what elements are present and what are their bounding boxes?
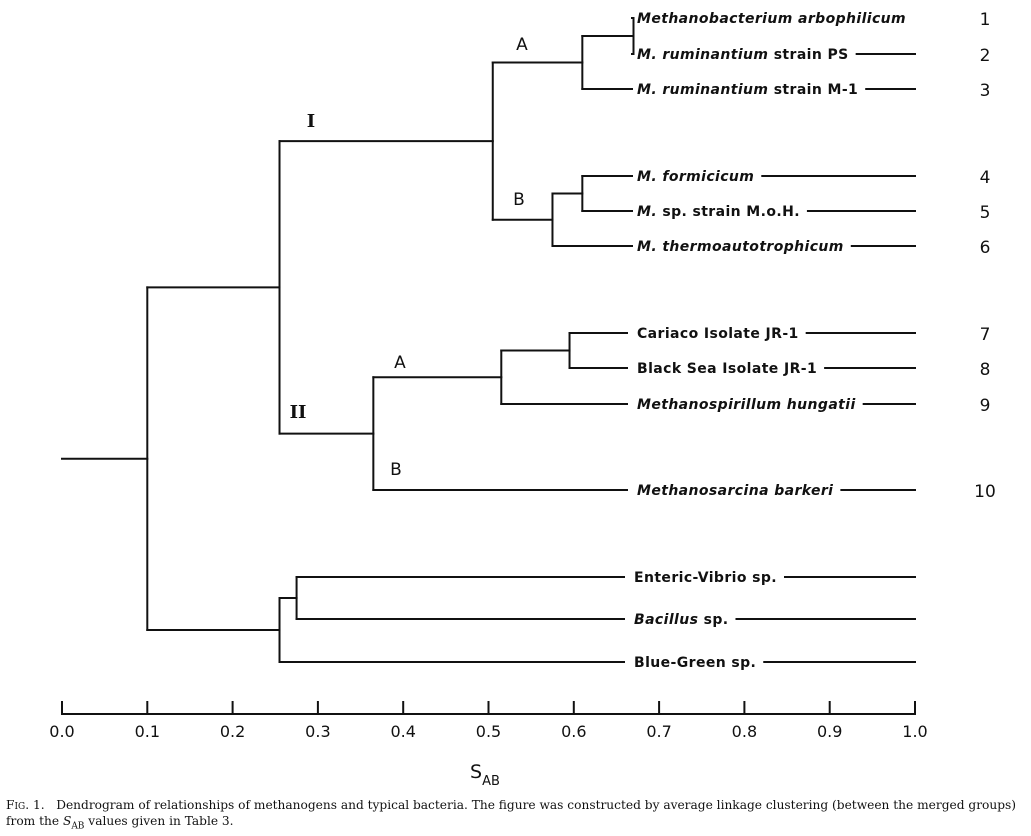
group-label-nIIA: A bbox=[394, 353, 406, 373]
leaf-label-2: M. ruminantium strain PS bbox=[637, 47, 849, 63]
x-axis: 0.0 0.1 0.2 0.3 0.4 0.5 0.6 0.7 0.8 0.9 1.0 bbox=[49, 701, 928, 741]
leaf-label-7: Cariaco Isolate JR-1 bbox=[637, 326, 799, 342]
group-label-nII: II bbox=[290, 402, 307, 423]
group-label-nIB: B bbox=[513, 190, 525, 210]
leaf-number-6: 6 bbox=[980, 238, 991, 258]
leaf-label-11: Enteric-Vibrio sp. bbox=[634, 570, 777, 586]
leaf-label-12: Bacillus sp. bbox=[634, 612, 728, 628]
x-tick-label-0.4: 0.4 bbox=[390, 722, 415, 741]
leaf-number-4: 4 bbox=[980, 168, 991, 188]
caption-symbol-sub: AB bbox=[71, 821, 85, 832]
x-tick-label-1.0: 1.0 bbox=[902, 722, 927, 741]
dendrogram-branches bbox=[61, 17, 635, 663]
group-label-nII-b: B bbox=[390, 460, 402, 480]
x-tick-label-0.0: 0.0 bbox=[49, 722, 74, 741]
caption-text-end: values given in Table 3. bbox=[84, 814, 234, 828]
dendrogram-figure: Methanobacterium arbophilicum 1 M. ruminan… bbox=[49, 10, 996, 789]
x-tick-label-0.5: 0.5 bbox=[476, 722, 501, 741]
leaf-number-7: 7 bbox=[980, 325, 991, 345]
x-tick-label-0.1: 0.1 bbox=[135, 722, 160, 741]
leaf-label-8: Black Sea Isolate JR-1 bbox=[637, 361, 817, 377]
x-axis-title: SAB bbox=[470, 761, 500, 789]
leaf-label-5: M. sp. strain M.o.H. bbox=[637, 204, 800, 220]
leaf-labels: Methanobacterium arbophilicum 1 M. ruminan… bbox=[634, 10, 996, 671]
leaf-label-3: M. ruminantium strain M-1 bbox=[637, 82, 858, 98]
x-tick-label-0.7: 0.7 bbox=[646, 722, 671, 741]
leaf-number-9: 9 bbox=[980, 396, 991, 416]
leaf-label-4: M. formicicum bbox=[637, 169, 754, 185]
leaf-number-2: 2 bbox=[980, 46, 991, 66]
leaf-number-3: 3 bbox=[980, 81, 991, 101]
x-tick-label-0.3: 0.3 bbox=[305, 722, 330, 741]
leaf-number-1: 1 bbox=[980, 10, 991, 30]
group-label-nIA: A bbox=[516, 35, 528, 55]
caption-symbol: S bbox=[62, 814, 72, 828]
figure-label: Fig. 1. bbox=[6, 798, 45, 812]
leaf-label-9: Methanospirillum hungatii bbox=[637, 397, 856, 413]
x-tick-label-0.8: 0.8 bbox=[732, 722, 757, 741]
leaf-label-6: M. thermoautotrophicum bbox=[637, 239, 844, 255]
leaf-number-8: 8 bbox=[980, 360, 991, 380]
x-tick-label-0.6: 0.6 bbox=[561, 722, 586, 741]
leaf-number-5: 5 bbox=[980, 203, 991, 223]
leaf-label-1: Methanobacterium arbophilicum bbox=[637, 11, 906, 27]
caption-text: Dendrogram of relationships of methanoge… bbox=[6, 798, 1017, 828]
x-tick-label-0.2: 0.2 bbox=[220, 722, 245, 741]
figure-caption: Fig. 1. Dendrogram of relationships of m… bbox=[6, 797, 1026, 834]
leaf-number-10: 10 bbox=[974, 482, 996, 502]
leaf-label-10: Methanosarcina barkeri bbox=[637, 483, 833, 499]
leaf-label-13: Blue-Green sp. bbox=[634, 655, 756, 671]
x-tick-label-0.9: 0.9 bbox=[817, 722, 842, 741]
group-label-nI: I bbox=[307, 111, 315, 132]
